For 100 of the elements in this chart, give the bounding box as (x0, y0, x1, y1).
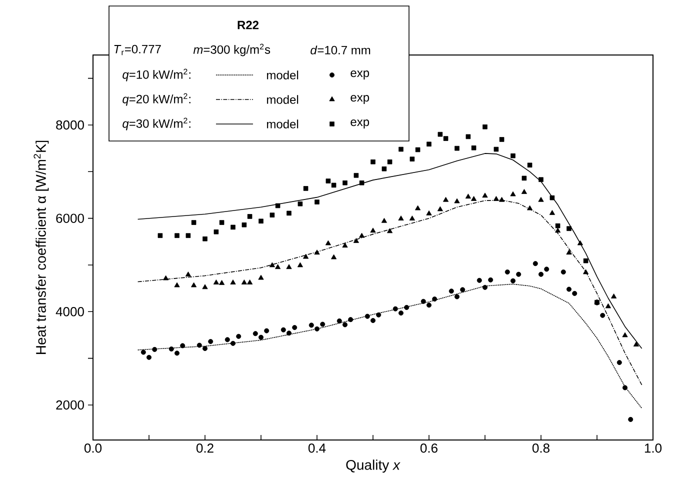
y-tick-label: 2000 (56, 400, 84, 410)
point (404, 304, 410, 310)
point (314, 200, 320, 204)
point (219, 280, 225, 285)
point (258, 334, 264, 340)
point (488, 277, 494, 282)
point (146, 354, 152, 360)
y-axis-title: Heat transfer coefficient α [W/m$^{2}$K] (34, 140, 49, 354)
point (387, 228, 393, 234)
point (409, 216, 415, 220)
point (342, 242, 348, 248)
point (420, 298, 426, 304)
point (504, 269, 510, 274)
point (633, 342, 639, 346)
point (454, 146, 460, 151)
point (521, 188, 527, 194)
legend-label: exp (350, 120, 370, 128)
point (252, 331, 258, 336)
point (308, 322, 314, 328)
point (471, 145, 476, 150)
point (191, 282, 197, 288)
legend-label: model (267, 95, 298, 104)
point (168, 346, 174, 352)
point (353, 238, 359, 243)
point (510, 278, 516, 284)
point (230, 224, 236, 230)
point (186, 233, 191, 238)
point (398, 146, 404, 152)
legend-label: model (267, 70, 298, 80)
point (286, 264, 292, 270)
point (544, 266, 550, 272)
point (174, 233, 180, 238)
point (331, 182, 336, 188)
point (448, 288, 454, 294)
point (527, 205, 533, 210)
point (269, 262, 275, 268)
point (381, 218, 387, 223)
legend-label: model (267, 120, 298, 128)
point (241, 280, 248, 284)
point (208, 339, 214, 344)
point (242, 222, 247, 228)
y-tick-label: 4000 (56, 307, 84, 316)
point (247, 214, 252, 219)
x-axis-title: Quality x (346, 460, 400, 473)
point (191, 220, 196, 225)
point (326, 178, 331, 184)
point (471, 196, 477, 201)
point (370, 159, 376, 164)
point (219, 220, 224, 225)
point (298, 201, 303, 206)
point (202, 284, 208, 290)
point (499, 196, 505, 202)
point (532, 261, 538, 266)
point (476, 278, 482, 283)
point (224, 337, 230, 342)
point (499, 137, 504, 142)
point (342, 322, 348, 328)
annotation: q=20 kW/m$^{2}$: (122, 93, 190, 106)
y-tick-label: 6000 (56, 214, 84, 223)
point (320, 322, 326, 327)
point (549, 210, 555, 215)
point (202, 236, 208, 242)
point (482, 192, 488, 198)
x-tick-label: 1.0 (644, 444, 662, 453)
point (286, 210, 292, 216)
text: d=10.7 mm (310, 46, 370, 54)
point (292, 325, 298, 330)
point (566, 226, 572, 231)
x-tick-label: 0.8 (532, 444, 550, 453)
point (577, 240, 583, 246)
point (314, 326, 320, 332)
x-tick-label: 0.4 (308, 444, 326, 453)
point (538, 196, 544, 202)
point (230, 340, 236, 346)
point (600, 312, 606, 318)
point (331, 254, 337, 260)
point (202, 346, 208, 352)
point (392, 306, 398, 312)
point (213, 280, 219, 284)
point (465, 194, 471, 199)
point (398, 310, 404, 316)
point (410, 156, 415, 162)
point (230, 280, 236, 284)
point (364, 314, 370, 319)
point (275, 264, 281, 270)
point (516, 272, 522, 277)
point (538, 272, 544, 277)
legend-label: exp (350, 70, 370, 80)
point (622, 332, 628, 338)
point (583, 258, 588, 264)
annotation: m=300 kg/m$^{2}$s (193, 44, 270, 56)
point (460, 287, 466, 292)
point (560, 269, 566, 274)
point (280, 327, 286, 332)
point (258, 218, 264, 224)
annotation: q=10 kW/m$^{2}$: (122, 68, 190, 82)
point (510, 191, 516, 196)
point (616, 360, 622, 366)
point (196, 342, 202, 348)
point (426, 210, 432, 216)
